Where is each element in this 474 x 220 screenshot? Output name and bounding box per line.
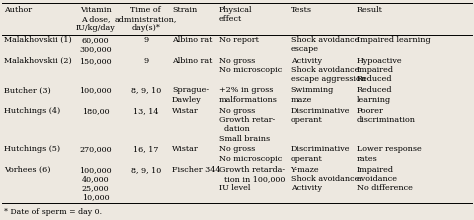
Text: Discriminative
operant: Discriminative operant (291, 107, 350, 124)
Text: Malakhovskii (1): Malakhovskii (1) (4, 36, 72, 44)
Text: Albino rat: Albino rat (172, 36, 212, 44)
Text: Growth retarda-
  tion in 100,000
IU level: Growth retarda- tion in 100,000 IU level (219, 166, 285, 192)
Text: Sprague-
Dawley: Sprague- Dawley (172, 86, 209, 104)
Text: Physical
effect: Physical effect (219, 6, 252, 23)
Text: No gross
No microscopic: No gross No microscopic (219, 145, 282, 163)
Text: 100,000
40,000
25,000
10,000: 100,000 40,000 25,000 10,000 (79, 166, 112, 202)
Text: Result: Result (357, 6, 383, 14)
Text: Butcher (3): Butcher (3) (4, 86, 51, 94)
Text: 100,000: 100,000 (79, 86, 112, 94)
Text: 270,000: 270,000 (79, 145, 112, 153)
Text: Malakhovskii (2): Malakhovskii (2) (4, 57, 72, 65)
Text: Activity
Shock avoidance
escape aggression: Activity Shock avoidance escape aggressi… (291, 57, 365, 83)
Text: 60,000
300,000: 60,000 300,000 (79, 36, 112, 53)
Text: 9: 9 (143, 36, 148, 44)
Text: Albino rat: Albino rat (172, 57, 212, 65)
Text: Strain: Strain (172, 6, 197, 14)
Text: Hypoactive
Impaired
Reduced: Hypoactive Impaired Reduced (357, 57, 402, 83)
Text: Swimming
maze: Swimming maze (291, 86, 334, 104)
Text: Time of
administration,
day(s)*: Time of administration, day(s)* (115, 6, 177, 32)
Text: No report: No report (219, 36, 258, 44)
Text: 180,00: 180,00 (82, 107, 109, 115)
Text: 9: 9 (143, 57, 148, 65)
Text: Impaired
avoidance
No difference: Impaired avoidance No difference (357, 166, 413, 192)
Text: Hutchings (4): Hutchings (4) (4, 107, 60, 115)
Text: 8, 9, 10: 8, 9, 10 (131, 86, 161, 94)
Text: No gross
Growth retar-
  dation
Small brains: No gross Growth retar- dation Small brai… (219, 107, 275, 143)
Text: Discriminative
operant: Discriminative operant (291, 145, 350, 163)
Text: 150,000: 150,000 (79, 57, 112, 65)
Text: Y-maze
Shock avoidance
Activity: Y-maze Shock avoidance Activity (291, 166, 359, 192)
Text: 16, 17: 16, 17 (133, 145, 158, 153)
Text: Vorhees (6): Vorhees (6) (4, 166, 50, 174)
Text: Wistar: Wistar (172, 145, 199, 153)
Text: Tests: Tests (291, 6, 311, 14)
Text: Fischer 344: Fischer 344 (172, 166, 220, 174)
Text: Hutchings (5): Hutchings (5) (4, 145, 60, 153)
Text: No gross
No microscopic: No gross No microscopic (219, 57, 282, 74)
Text: Shock avoidance
escape: Shock avoidance escape (291, 36, 359, 53)
Text: 8, 9, 10: 8, 9, 10 (131, 166, 161, 174)
Text: Vitamin
A dose,
IU/kg/day: Vitamin A dose, IU/kg/day (76, 6, 115, 32)
Text: Impaired learning: Impaired learning (357, 36, 430, 44)
Text: Lower response
rates: Lower response rates (357, 145, 422, 163)
Text: Author: Author (4, 6, 32, 14)
Text: Reduced
learning: Reduced learning (357, 86, 392, 104)
Text: +2% in gross
malformations: +2% in gross malformations (219, 86, 277, 104)
Text: Wistar: Wistar (172, 107, 199, 115)
Text: Poorer
discrimination: Poorer discrimination (357, 107, 416, 124)
Text: 13, 14: 13, 14 (133, 107, 158, 115)
Text: * Date of sperm = day 0.: * Date of sperm = day 0. (4, 208, 102, 216)
